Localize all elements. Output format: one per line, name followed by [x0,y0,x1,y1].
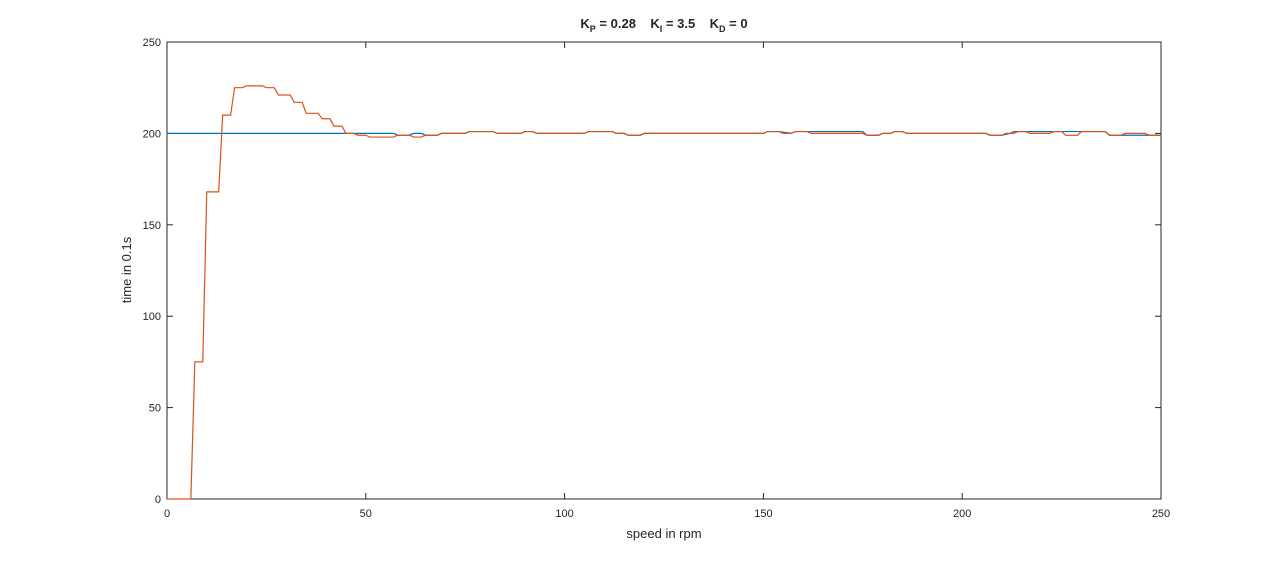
y-axis-label: time in 0.1s [119,236,134,303]
series-line-2 [167,85,1161,500]
x-axis-label: speed in rpm [626,526,701,541]
x-tick-label: 250 [1152,508,1170,520]
y-tick-label: 50 [149,403,161,415]
y-tick-label: 0 [155,494,161,506]
x-tick-label: 200 [953,508,971,520]
axis-ticks: 0 50 100 150 200 250 0 50 100 150 200 250 [143,37,1171,520]
x-tick-label: 0 [164,508,170,520]
y-tick-label: 250 [143,37,161,49]
chart-title: KP = 0.28 KI = 3.5 KD = 0 [580,16,747,34]
x-tick-label: 150 [754,508,772,520]
x-tick-label: 100 [555,508,573,520]
y-tick-label: 200 [143,128,161,140]
x-tick-label: 50 [360,508,372,520]
plot-area [166,41,1162,500]
y-tick-label: 100 [143,311,161,323]
y-tick-label: 150 [143,220,161,232]
data-lines [167,85,1161,500]
